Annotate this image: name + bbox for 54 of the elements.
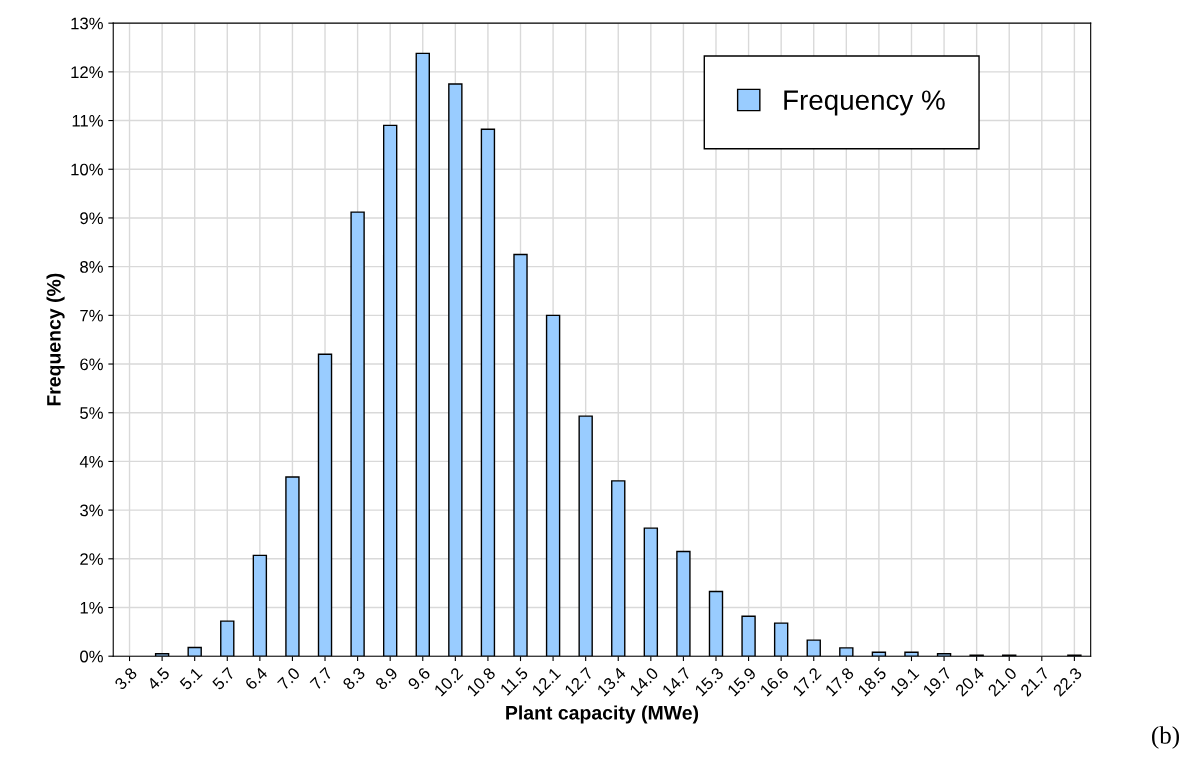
bar <box>154 653 170 657</box>
y-tick-label: 11% <box>72 115 103 127</box>
y-tick-label: 7% <box>80 309 103 322</box>
y-axis-title: Frequency (%) <box>46 273 65 406</box>
y-tick-label: 1% <box>80 601 103 614</box>
bar <box>252 554 268 657</box>
y-tick-label: 10% <box>71 163 103 176</box>
x-tick-label: 4.5 <box>146 666 171 691</box>
bar <box>676 550 691 657</box>
bar <box>285 476 300 657</box>
x-tick-label: 8.3 <box>342 666 366 691</box>
x-tick-label: 12.1 <box>531 666 562 697</box>
bar <box>904 651 919 657</box>
bar <box>448 83 463 657</box>
y-tick-label: 8% <box>80 261 103 273</box>
bar <box>317 353 333 657</box>
bar <box>350 211 365 657</box>
x-tick-label: 6.4 <box>244 666 269 691</box>
y-tick-label: 12% <box>71 66 103 78</box>
bar <box>741 615 756 657</box>
bar <box>611 480 626 657</box>
text: (b) <box>1152 726 1179 749</box>
x-tick-label: 19.1 <box>889 666 920 697</box>
x-axis-title: Plant capacity (MWe) <box>506 705 699 724</box>
bar <box>480 128 496 657</box>
bar <box>513 253 528 657</box>
bar <box>545 314 561 657</box>
legend-label: Frequency % <box>784 90 945 116</box>
y-tick-label: 5% <box>80 407 103 419</box>
x-tick-label: 9.6 <box>407 666 431 691</box>
bar <box>839 647 854 657</box>
x-tick-label: 7.7 <box>309 666 333 691</box>
x-tick-label: 5.7 <box>211 666 236 691</box>
bar <box>578 415 593 657</box>
bar <box>773 622 789 657</box>
bar <box>415 52 430 657</box>
y-tick-label: 4% <box>79 455 103 468</box>
bar <box>643 527 659 657</box>
bar <box>382 124 398 657</box>
y-tick-label: 0% <box>80 650 103 663</box>
y-tick-label: 13% <box>71 17 103 30</box>
x-tick-label: 8.9 <box>374 666 399 691</box>
x-tick-label: 3.8 <box>113 666 138 691</box>
x-tick-label: 7.0 <box>276 666 301 691</box>
bar <box>187 646 202 657</box>
y-tick-label: 3% <box>80 504 103 517</box>
x-tick-label: 5.1 <box>179 666 203 691</box>
y-tick-label: 6% <box>80 358 103 371</box>
bar <box>708 590 724 657</box>
bar <box>936 653 952 657</box>
y-tick-label: 2% <box>80 553 103 565</box>
y-tick-label: 9% <box>80 212 103 225</box>
bar <box>806 639 821 657</box>
bar <box>220 620 235 657</box>
